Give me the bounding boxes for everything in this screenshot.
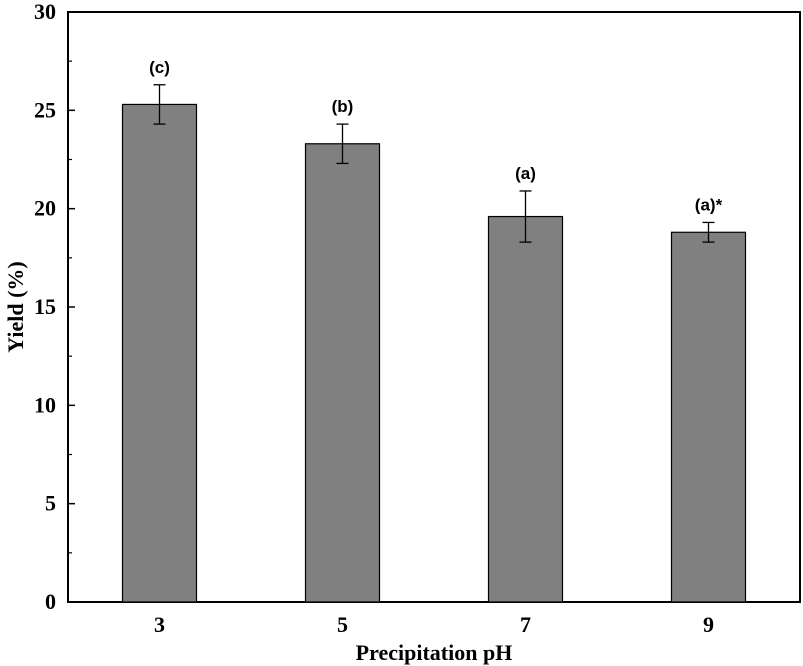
x-tick-label: 3 <box>154 612 165 637</box>
bar <box>121 103 198 603</box>
bar <box>304 143 381 603</box>
y-axis: 0 5 10 15 20 25 30 <box>34 0 75 614</box>
y-tick-label: 15 <box>34 294 56 319</box>
significance-label: (b) <box>332 97 354 116</box>
x-tick-label: 5 <box>337 612 348 637</box>
significance-label: (a)* <box>695 195 723 214</box>
x-tick-label: 7 <box>520 612 531 637</box>
y-tick-label: 10 <box>34 392 56 417</box>
x-axis-title: Precipitation pH <box>356 640 513 665</box>
bars: (c) (b) (a) (a)* <box>121 58 747 603</box>
bar <box>487 215 564 603</box>
y-axis-title: Yield (%) <box>3 261 28 352</box>
x-tick-label: 9 <box>703 612 714 637</box>
y-tick-label: 30 <box>34 0 56 24</box>
y-tick-label: 5 <box>45 491 56 516</box>
y-tick-label: 0 <box>45 589 56 614</box>
y-tick-label: 20 <box>34 196 56 221</box>
y-tick-label: 25 <box>34 97 56 122</box>
bar <box>670 231 747 603</box>
significance-label: (c) <box>149 58 170 77</box>
significance-label: (a) <box>515 164 536 183</box>
